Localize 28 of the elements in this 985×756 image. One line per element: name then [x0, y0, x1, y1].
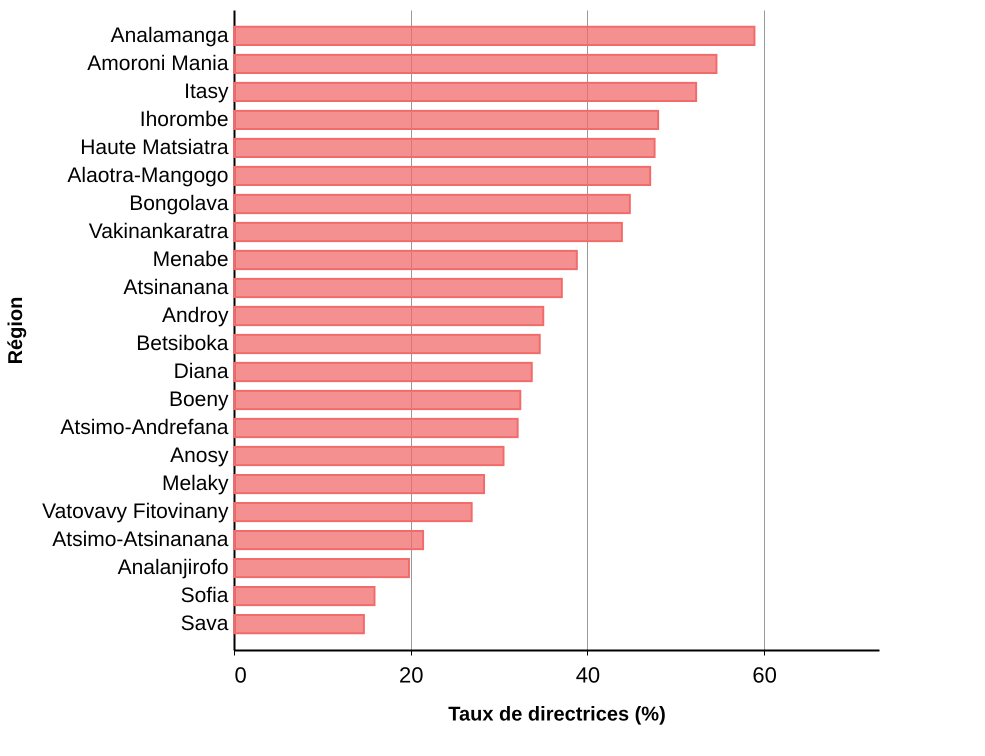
y-tick-label: Analamanga [110, 24, 229, 47]
y-tick-label: Atsimo-Atsinanana [52, 528, 229, 552]
y-tick-label: Melaky [162, 472, 229, 496]
y-axis-title: Région [5, 296, 28, 364]
y-tick-label: Anosy [170, 444, 229, 468]
y-tick-label: Vakinankaratra [88, 220, 229, 243]
y-tick-label: Sava [180, 612, 229, 636]
x-tick-label: 0 [234, 662, 247, 688]
y-tick-label: Boeny [168, 388, 229, 412]
x-tick-label: 40 [576, 662, 600, 688]
y-tick-label: Vatovavy Fitovinany [42, 500, 229, 524]
y-tick-label: Itasy [184, 80, 229, 103]
y-tick-label: Alaotra-Mangogo [67, 164, 228, 187]
y-tick-label: Ihorombe [140, 108, 228, 131]
y-tick-label: Amoroni Mania [87, 52, 229, 75]
y-tick-label: Betsiboka [136, 332, 229, 356]
y-tick-label: Atsinanana [123, 276, 229, 299]
y-tick-label: Androy [162, 304, 229, 327]
y-tick-label: Menabe [152, 248, 228, 271]
y-tick-label: Sofia [180, 584, 229, 608]
y-tick-label: Analanjirofo [118, 556, 228, 580]
x-tick-label: 60 [752, 662, 777, 688]
x-tick-label: 20 [398, 662, 424, 688]
y-tick-label: Diana [174, 360, 229, 384]
y-tick-label: Atsimo-Andrefana [60, 416, 229, 440]
y-tick-label: Haute Matsiatra [80, 136, 229, 159]
y-tick-label: Bongolava [129, 192, 229, 215]
x-axis-title: Taux de directrices (%) [448, 704, 666, 726]
